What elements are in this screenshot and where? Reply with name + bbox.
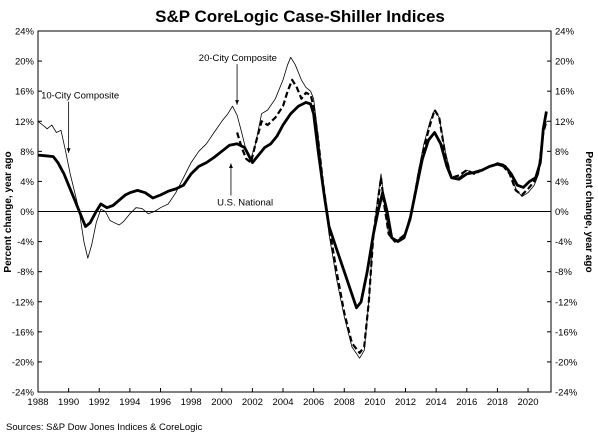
y-tick-label-right: -8% xyxy=(555,267,572,278)
annotation-layer: 10-City Composite 20-City Composite U.S. N… xyxy=(41,53,277,208)
annotation-label: 10-City Composite xyxy=(41,91,119,102)
x-axis: 1988 1990 1992 1994 1996 1998 2000 2002 2004 2006… xyxy=(27,388,539,408)
y-tick-label-right: -12% xyxy=(555,297,578,308)
y-tick-label-right: 4% xyxy=(555,177,569,188)
y-tick-label-left: -4% xyxy=(17,237,34,248)
x-tick-label: 1998 xyxy=(181,397,202,408)
y-tick-label-right: 16% xyxy=(555,87,575,98)
y-tick-label-left: -16% xyxy=(12,327,35,338)
y-tick-label-right: 12% xyxy=(555,117,575,128)
x-tick-label: 2016 xyxy=(456,397,477,408)
y-tick-label-right: 0% xyxy=(555,207,569,218)
x-tick-label: 2020 xyxy=(517,397,538,408)
y-tick-label-right: -4% xyxy=(555,237,572,248)
series-line-u-s-national xyxy=(37,101,548,310)
annotation-arrow-head xyxy=(235,100,240,105)
y-tick-label-right: 20% xyxy=(555,57,575,68)
x-tick-label: 1990 xyxy=(58,397,79,408)
x-tick-label: 2012 xyxy=(395,397,416,408)
y-tick-label-left: -24% xyxy=(12,388,35,399)
annotation-label: 20-City Composite xyxy=(199,53,277,64)
x-tick-label: 2018 xyxy=(487,397,508,408)
x-tick-label: 1996 xyxy=(150,397,171,408)
x-tick-label: 2002 xyxy=(242,397,263,408)
y-tick-label-left: 16% xyxy=(15,87,35,98)
y-tick-label-right: -20% xyxy=(555,357,578,368)
y-tick-label-left: 4% xyxy=(20,177,34,188)
series-line-10-city-composite xyxy=(37,56,547,359)
x-tick-label: 2006 xyxy=(303,397,324,408)
y-tick-label-right: -16% xyxy=(555,327,578,338)
y-tick-label-right: 8% xyxy=(555,147,569,158)
x-tick-label: 2008 xyxy=(334,397,355,408)
y-tick-label-left: 24% xyxy=(15,27,35,38)
annotation-arrow-head xyxy=(229,163,233,168)
x-tick-label: 2004 xyxy=(272,397,293,408)
annotation-arrow-head xyxy=(66,148,71,153)
x-tick-label: 1994 xyxy=(119,397,140,408)
left-y-axis-label: Percent change, year ago xyxy=(3,151,14,272)
y-tick-label-left: -20% xyxy=(12,357,35,368)
x-tick-label: 2014 xyxy=(426,397,447,408)
y-tick-label-left: 0% xyxy=(20,207,34,218)
source-note: Sources: S&P Dow Jones Indices & CoreLog… xyxy=(6,422,203,433)
x-tick-label: 2000 xyxy=(211,397,232,408)
x-tick-label: 1992 xyxy=(89,397,110,408)
y-tick-label-left: -12% xyxy=(12,297,35,308)
y-tick-label-left: 12% xyxy=(15,117,35,128)
y-tick-label-right: -24% xyxy=(555,388,578,399)
series-line-20-city-composite xyxy=(236,78,548,354)
y-tick-label-right: 24% xyxy=(555,27,575,38)
chart-title: S&P CoreLogic Case-Shiller Indices xyxy=(155,7,445,26)
right-y-axis-label: Percent change, year ago xyxy=(583,151,594,272)
y-tick-label-left: 20% xyxy=(15,57,35,68)
x-tick-label: 1988 xyxy=(27,397,48,408)
annotation-label: U.S. National xyxy=(217,197,273,208)
right-y-axis: 24% 20% 16% 12% 8% 4% 0% -4% -8% -12% -16% -20% -24% xyxy=(547,27,578,399)
y-tick-label-left: 8% xyxy=(20,147,34,158)
left-y-axis: 24% 20% 16% 12% 8% 4% 0% -4% -8% -12% -16% -20% -24% xyxy=(12,27,42,399)
y-tick-label-left: -8% xyxy=(17,267,34,278)
series-layer xyxy=(37,56,548,359)
x-tick-label: 2010 xyxy=(364,397,385,408)
